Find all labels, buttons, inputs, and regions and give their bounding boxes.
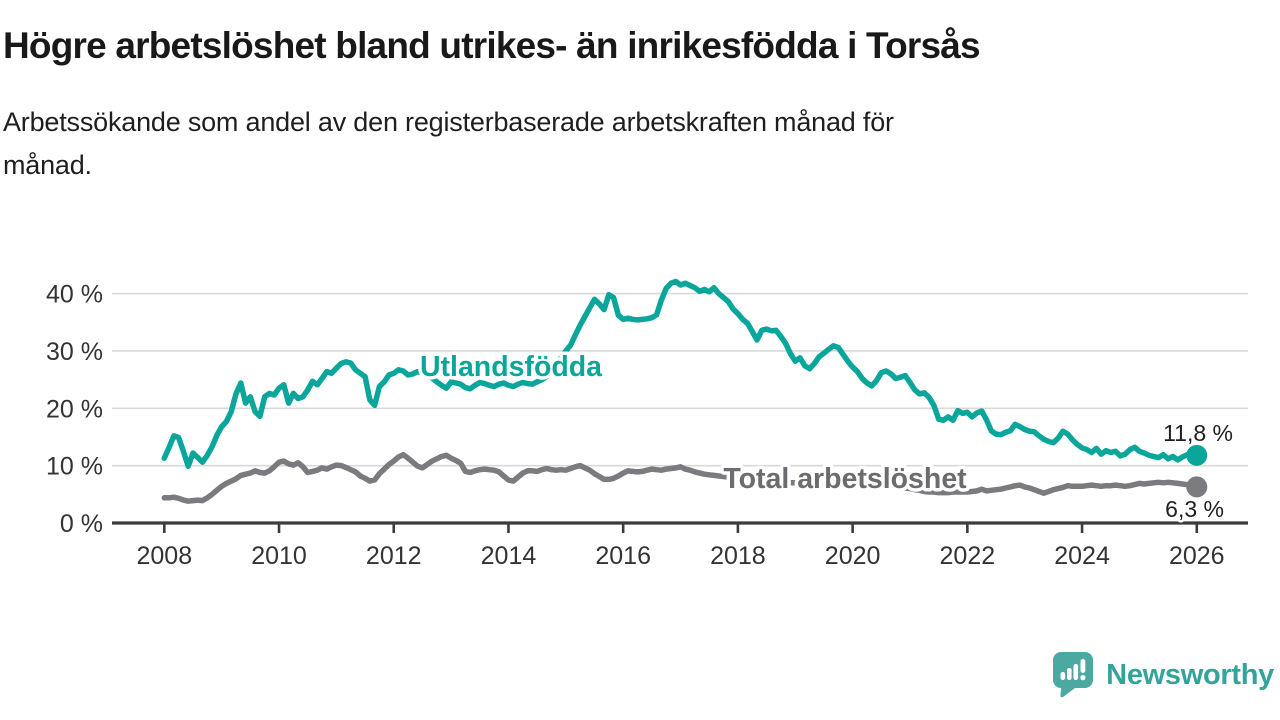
series-end-dot-total xyxy=(1186,476,1208,498)
series-end-value-total: 6,3 % xyxy=(1165,496,1224,522)
y-axis-label-20: 20 % xyxy=(46,395,103,423)
chart-header: Högre arbetslöshet bland utrikes- än inr… xyxy=(3,25,1253,187)
x-axis-label-2008: 2008 xyxy=(136,542,192,570)
x-axis-label-2020: 2020 xyxy=(825,542,881,570)
chart-title: Högre arbetslöshet bland utrikes- än inr… xyxy=(3,25,981,66)
y-axis-label-30: 30 % xyxy=(46,338,103,366)
chart-subtitle-line-1: Arbetssökande som andel av den registerb… xyxy=(3,106,894,137)
series-end-dot-utlandsfodda xyxy=(1186,444,1208,466)
x-axis-label-2026: 2026 xyxy=(1169,542,1225,570)
newsworthy-logo: Newsworthy xyxy=(1053,652,1274,698)
series-label-utlandsfodda: Utlandsfödda xyxy=(420,351,603,383)
y-axis-label-10: 10 % xyxy=(46,453,103,481)
newsworthy-logo-icon xyxy=(1053,652,1094,698)
y-axis-label-0: 0 % xyxy=(60,510,103,538)
newsworthy-logo-text: Newsworthy xyxy=(1106,658,1274,691)
x-axis-label-2016: 2016 xyxy=(595,542,651,570)
x-axis-label-2010: 2010 xyxy=(251,542,307,570)
chart-subtitle: Arbetssökande som andel av den registerb… xyxy=(3,101,1253,187)
series-line-utlandsfodda xyxy=(161,278,1200,469)
x-axis-label-2014: 2014 xyxy=(481,542,537,570)
chart-subtitle-line-2: månad. xyxy=(3,149,92,180)
x-axis-label-2024: 2024 xyxy=(1054,542,1110,570)
x-axis-label-2018: 2018 xyxy=(710,542,766,570)
x-axis-label-2022: 2022 xyxy=(940,542,996,570)
series-line-total xyxy=(161,451,1200,504)
y-axis-label-40: 40 % xyxy=(46,281,103,309)
x-axis-label-2012: 2012 xyxy=(366,542,422,570)
series-end-value-utlandsfodda: 11,8 % xyxy=(1163,420,1233,446)
series-label-total: Total arbetslöshet xyxy=(723,463,967,495)
